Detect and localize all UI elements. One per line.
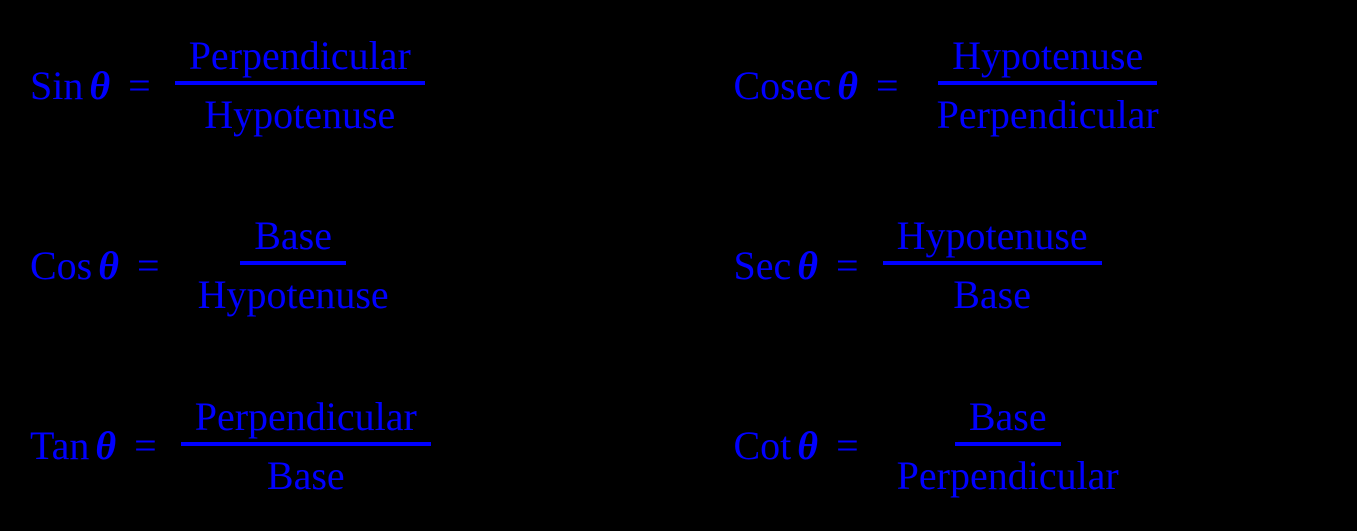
numerator: Base xyxy=(240,210,346,265)
denominator: Hypotenuse xyxy=(184,265,403,320)
numerator: Perpendicular xyxy=(181,391,431,446)
equals-sign: = xyxy=(876,62,899,109)
fraction: Hypotenuse Base xyxy=(883,210,1102,320)
function-name: Cosec xyxy=(734,62,832,109)
formula-lhs: Cosec θ xyxy=(734,62,859,109)
equals-sign: = xyxy=(137,242,160,289)
function-name: Cos xyxy=(30,242,92,289)
fraction: Base Perpendicular xyxy=(883,391,1133,501)
fraction: Perpendicular Hypotenuse xyxy=(175,30,425,140)
formula-tan: Tan θ = Perpendicular Base xyxy=(30,381,624,511)
theta-symbol: θ xyxy=(837,62,858,109)
equals-sign: = xyxy=(836,242,859,289)
formula-lhs: Sin θ xyxy=(30,62,110,109)
formula-lhs: Cot θ xyxy=(734,422,819,469)
function-name: Tan xyxy=(30,422,89,469)
formula-cos: Cos θ = Base Hypotenuse xyxy=(30,200,624,330)
denominator: Base xyxy=(939,265,1045,320)
formula-grid: Sin θ = Perpendicular Hypotenuse Cosec θ… xyxy=(30,20,1327,511)
fraction: Perpendicular Base xyxy=(181,391,431,501)
numerator: Hypotenuse xyxy=(938,30,1157,85)
function-name: Sin xyxy=(30,62,83,109)
formula-cosec: Cosec θ = Hypotenuse Perpendicular xyxy=(734,20,1328,150)
denominator: Perpendicular xyxy=(883,446,1133,501)
theta-symbol: θ xyxy=(89,62,110,109)
equals-sign: = xyxy=(128,62,151,109)
theta-symbol: θ xyxy=(95,422,116,469)
numerator: Hypotenuse xyxy=(883,210,1102,265)
theta-symbol: θ xyxy=(98,242,119,289)
denominator: Hypotenuse xyxy=(190,85,409,140)
equals-sign: = xyxy=(836,422,859,469)
numerator: Base xyxy=(955,391,1061,446)
theta-symbol: θ xyxy=(797,422,818,469)
function-name: Sec xyxy=(734,242,792,289)
fraction: Base Hypotenuse xyxy=(184,210,403,320)
equals-sign: = xyxy=(134,422,157,469)
formula-sec: Sec θ = Hypotenuse Base xyxy=(734,200,1328,330)
formula-sin: Sin θ = Perpendicular Hypotenuse xyxy=(30,20,624,150)
numerator: Perpendicular xyxy=(175,30,425,85)
function-name: Cot xyxy=(734,422,792,469)
formula-lhs: Cos θ xyxy=(30,242,119,289)
fraction: Hypotenuse Perpendicular xyxy=(923,30,1173,140)
denominator: Base xyxy=(253,446,359,501)
formula-lhs: Sec θ xyxy=(734,242,819,289)
theta-symbol: θ xyxy=(797,242,818,289)
denominator: Perpendicular xyxy=(923,85,1173,140)
formula-cot: Cot θ = Base Perpendicular xyxy=(734,381,1328,511)
formula-lhs: Tan θ xyxy=(30,422,116,469)
